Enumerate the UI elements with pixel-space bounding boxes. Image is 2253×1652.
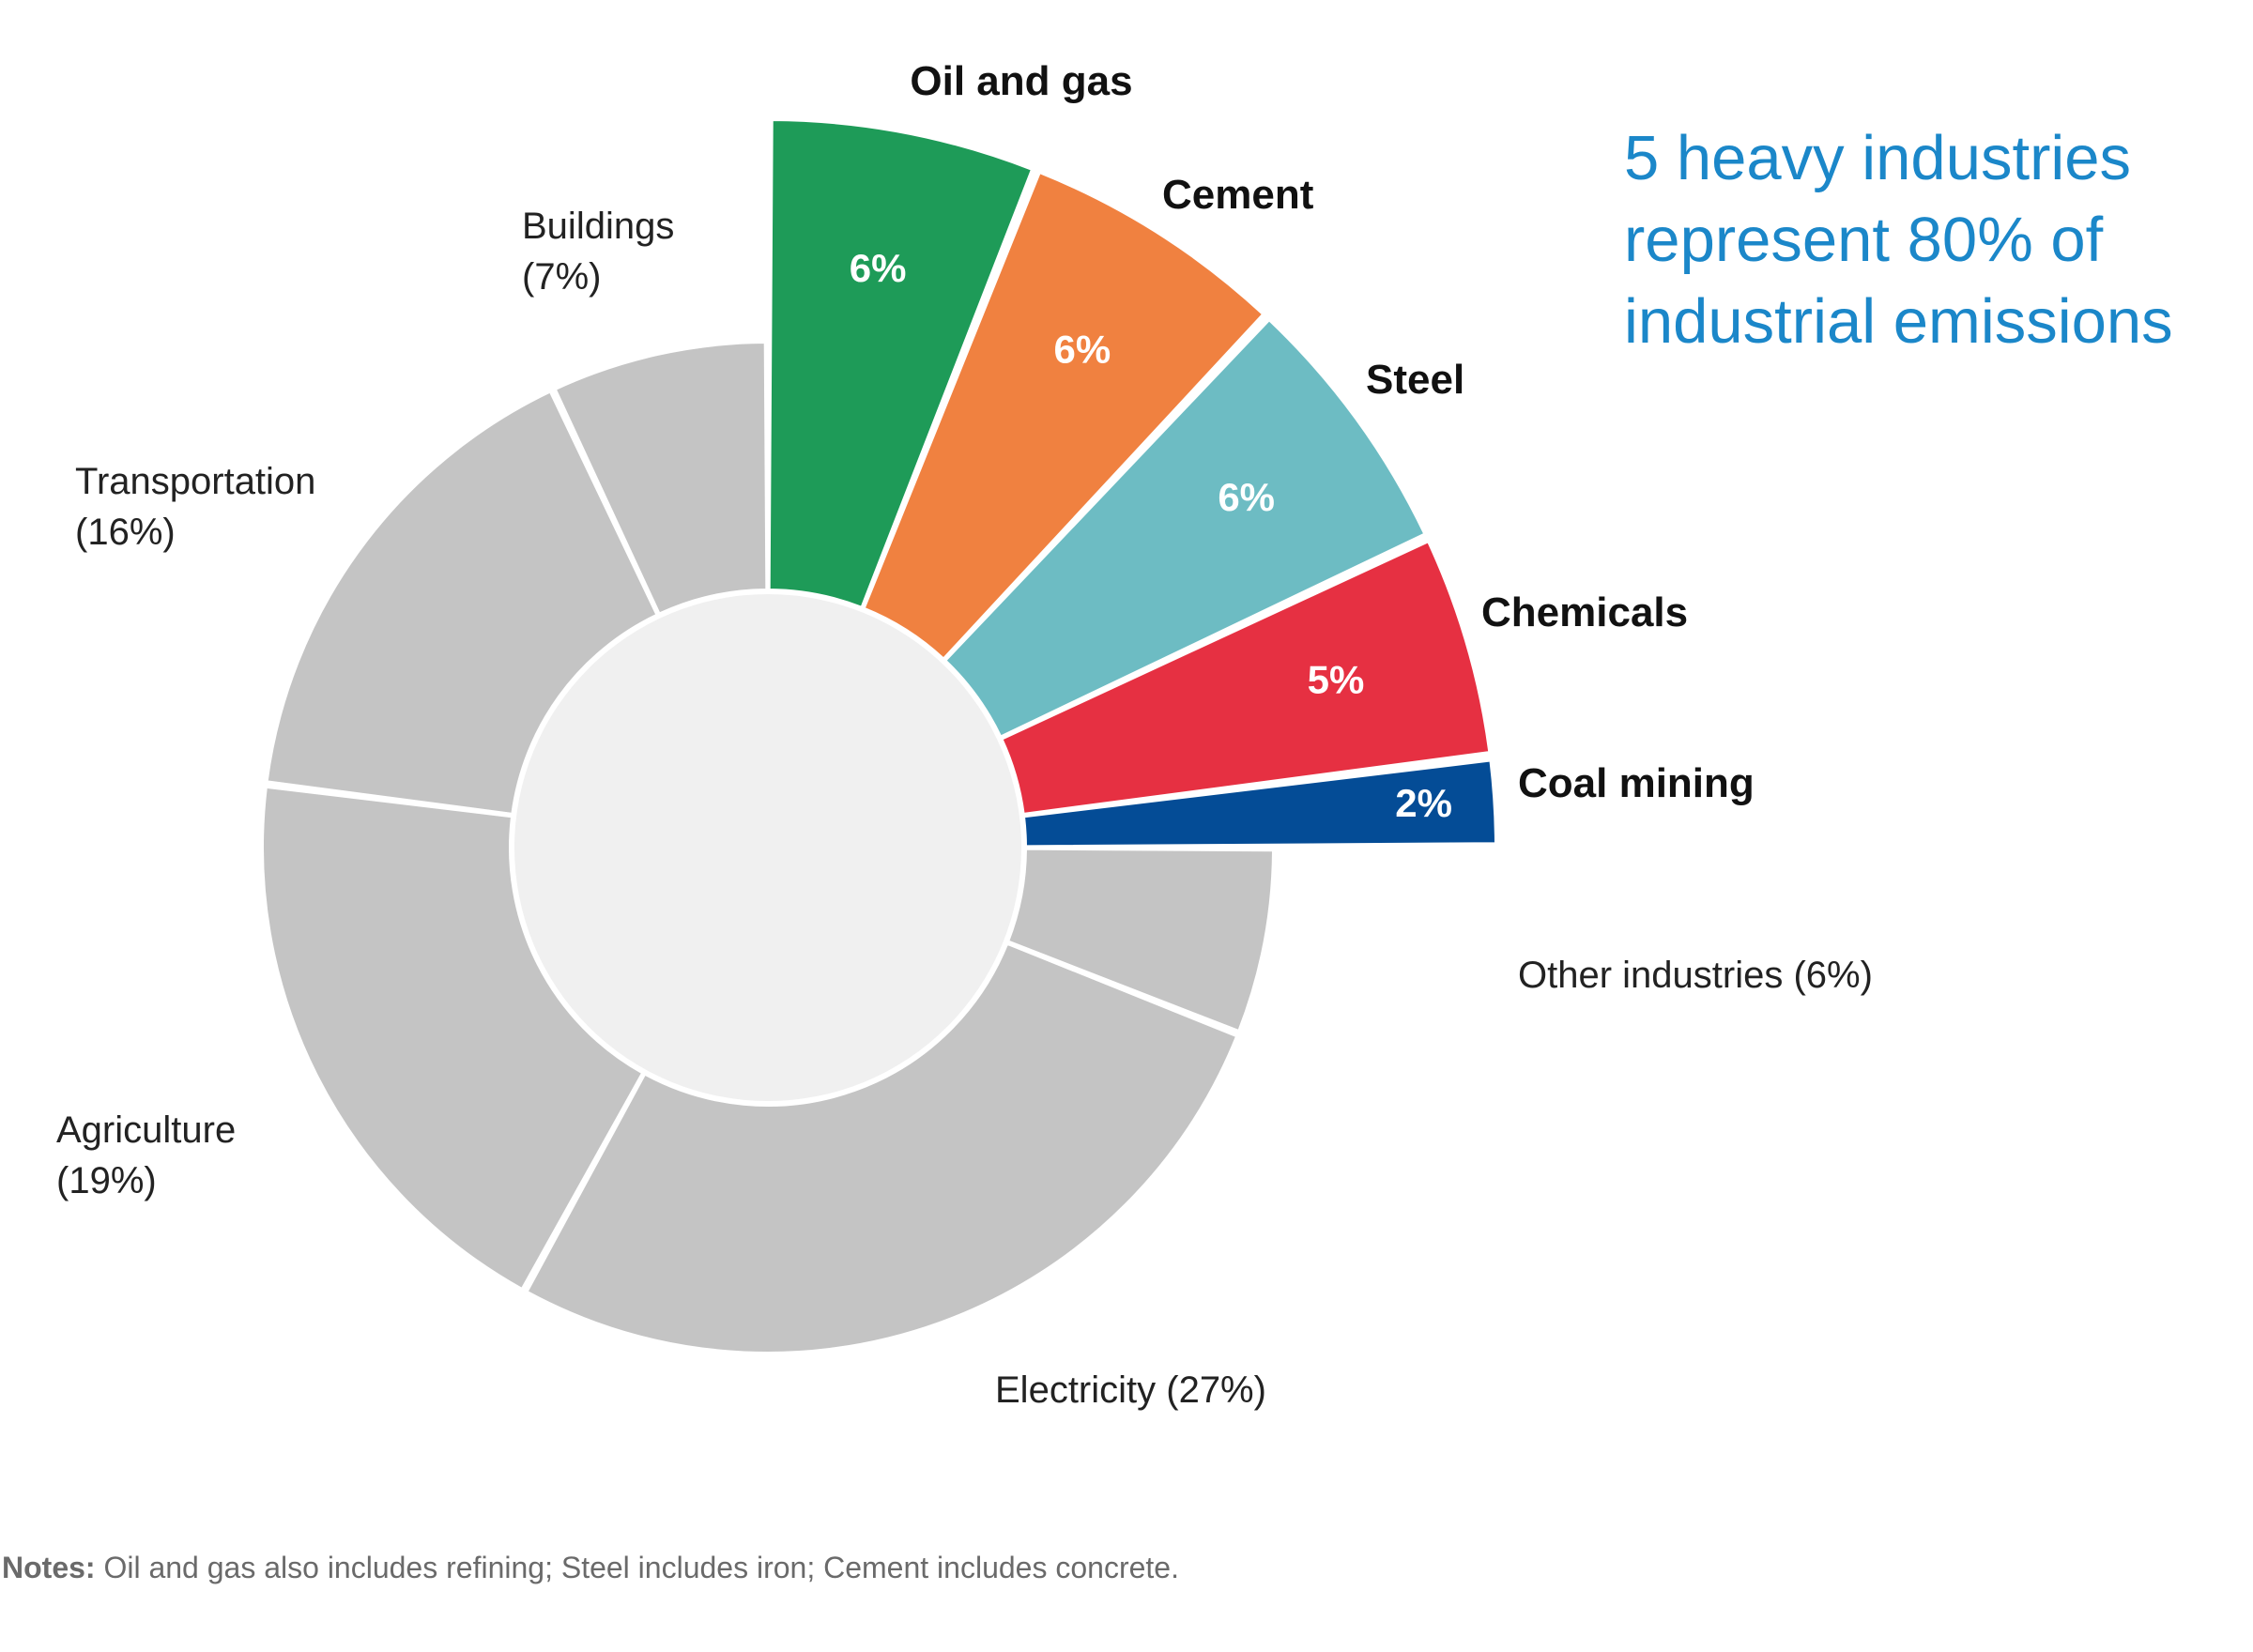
slice-value-agriculture: (19%) — [56, 1160, 157, 1201]
slice-chemicals — [1001, 540, 1491, 815]
slice-electricity — [526, 942, 1238, 1354]
slice-steel — [944, 318, 1426, 738]
headline-line-3: industrial emissions — [1624, 286, 2173, 357]
chart-notes: Notes: Oil and gas also includes refinin… — [2, 1551, 1179, 1585]
slice-label-agriculture: Agriculture — [56, 1109, 236, 1151]
slice-coal-mining — [1022, 759, 1496, 848]
slice-label-cement: Cement — [1162, 172, 1314, 218]
slice-label-electricity: Electricity (27%) — [995, 1369, 1266, 1411]
slice-label-chemicals: Chemicals — [1481, 589, 1688, 635]
notes-text: Oil and gas also includes refining; Stee… — [103, 1551, 1179, 1584]
slice-label-coal-mining: Coal mining — [1518, 760, 1755, 806]
slice-agriculture — [262, 786, 644, 1291]
donut-center — [514, 594, 1021, 1101]
value-label-cement: 6% — [1054, 327, 1111, 371]
slice-label-steel: Steel — [1366, 357, 1464, 403]
value-label-oil-and-gas: 6% — [850, 246, 907, 290]
headline-line-2: represent 80% of — [1624, 205, 2104, 275]
value-label-coal-mining: 2% — [1395, 781, 1452, 825]
value-label-chemicals: 5% — [1308, 657, 1365, 701]
chart-headline: 5 heavy industries represent 80% of indu… — [1624, 117, 2253, 362]
slice-label-buildings: Buildings — [522, 206, 674, 247]
slice-other-industries — [1007, 848, 1274, 1032]
slice-label-oil-and-gas: Oil and gas — [910, 58, 1132, 104]
slice-label-transportation: Transportation — [75, 461, 315, 502]
slice-value-buildings: (7%) — [522, 256, 601, 298]
value-label-steel: 6% — [1218, 475, 1275, 519]
slice-transportation — [266, 390, 658, 815]
slice-cement — [863, 171, 1264, 660]
notes-label: Notes: — [2, 1551, 96, 1584]
slice-buildings — [554, 342, 768, 615]
slice-oil-and-gas — [768, 119, 1034, 608]
headline-line-1: 5 heavy industries — [1624, 123, 2132, 193]
slice-value-transportation: (16%) — [75, 512, 176, 553]
slice-label-other-industries: Other industries (6%) — [1518, 955, 1873, 996]
